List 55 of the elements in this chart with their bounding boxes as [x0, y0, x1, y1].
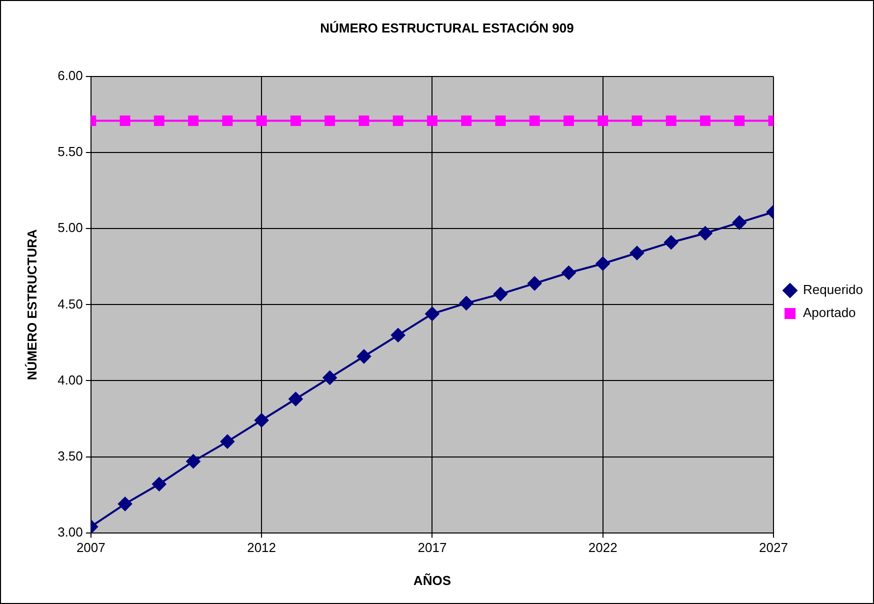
point: [596, 256, 610, 271]
x-tick-label: 2007: [76, 540, 106, 556]
y-tick-label: 3.50: [58, 448, 83, 464]
y-tick-label: 4.00: [58, 372, 83, 388]
point: [529, 115, 540, 126]
point: [118, 496, 132, 511]
point: [664, 235, 678, 250]
chart-title: NÚMERO ESTRUCTURAL ESTACIÓN 909: [320, 20, 574, 36]
point: [700, 115, 710, 126]
point: [392, 115, 404, 126]
y-tick-label: 5.00: [58, 220, 83, 236]
x-tick-label: 2027: [759, 540, 788, 556]
y-tick-label: 5.50: [58, 144, 83, 160]
point: [120, 115, 130, 126]
point: [528, 276, 542, 290]
x-tick-label: 2012: [247, 540, 276, 556]
point: [425, 306, 440, 321]
y-tick-label: 6.00: [58, 68, 83, 84]
point: [632, 115, 642, 126]
point: [290, 115, 301, 126]
point: [222, 115, 233, 126]
legend-label: Requerido: [803, 282, 864, 298]
point: [356, 349, 371, 364]
x-tick-label: 2017: [418, 540, 447, 556]
y-tick-label: 3.00: [58, 524, 83, 540]
point: [256, 115, 267, 126]
point: [461, 115, 472, 126]
point: [426, 115, 438, 126]
point: [254, 413, 269, 428]
point: [324, 115, 336, 126]
point: [630, 246, 644, 260]
point: [459, 296, 474, 310]
point: [698, 226, 712, 240]
point: [220, 434, 234, 449]
point: [154, 115, 164, 126]
point: [188, 115, 199, 126]
x-tick-label: 2022: [588, 540, 618, 556]
point: [495, 115, 506, 126]
y-axis-title: NÚMERO ESTRUCTURA: [24, 228, 40, 380]
point: [562, 266, 576, 280]
point: [598, 115, 608, 126]
point: [152, 477, 166, 492]
point: [493, 287, 508, 302]
point: [732, 216, 746, 230]
point: [186, 454, 200, 468]
point: [358, 115, 370, 126]
legend-label: Aportado: [803, 305, 856, 320]
point: [288, 392, 303, 406]
point: [563, 115, 574, 126]
y-tick-label: 4.50: [58, 296, 83, 312]
point: [666, 115, 676, 126]
x-axis-title: AÑOS: [413, 572, 452, 588]
point: [322, 370, 337, 385]
point: [734, 115, 745, 126]
point: [391, 328, 406, 342]
